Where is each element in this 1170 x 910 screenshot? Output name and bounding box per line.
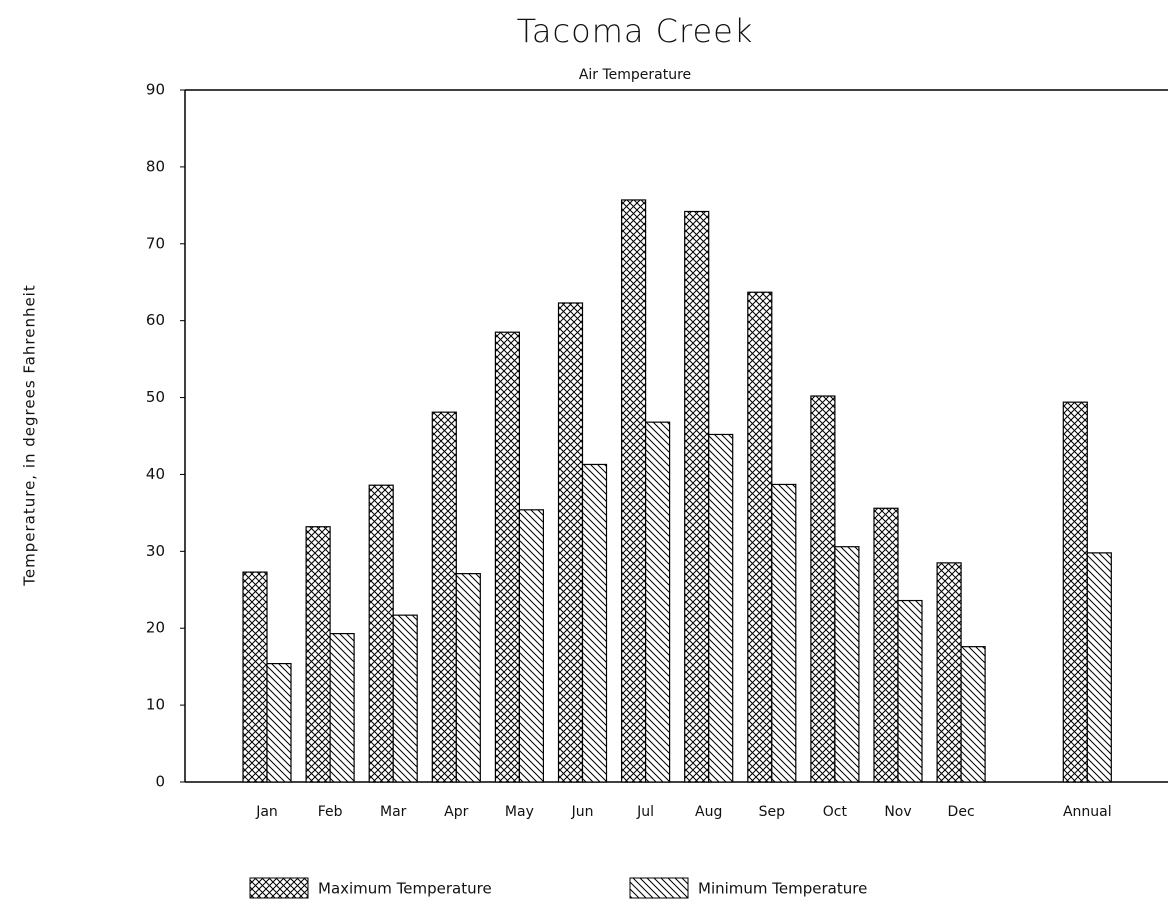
- y-tick-label: 30: [146, 542, 165, 560]
- bar: [392, 614, 418, 783]
- bar: [1062, 401, 1088, 783]
- legend-swatch: [249, 877, 309, 899]
- y-tick-label: 20: [146, 619, 165, 637]
- y-tick-label: 60: [146, 311, 165, 329]
- y-axis-label: Temperature, in degrees Fahrenheit: [21, 284, 39, 586]
- x-tick-label: Feb: [318, 804, 343, 820]
- y-tick-label: 80: [146, 157, 165, 175]
- bar: [936, 562, 962, 783]
- bar: [644, 421, 671, 783]
- bar: [494, 331, 520, 783]
- bar: [684, 210, 710, 783]
- y-tick-label: 40: [146, 465, 165, 483]
- x-tick-label: Jun: [571, 804, 594, 820]
- x-tick-label: Mar: [380, 804, 407, 820]
- bar: [431, 411, 457, 783]
- bar: [557, 302, 584, 783]
- x-tick-label: Aug: [695, 804, 722, 820]
- x-tick-label: Sep: [759, 804, 786, 820]
- legend-label: Maximum Temperature: [318, 880, 492, 898]
- x-tick-label: Jan: [255, 804, 278, 820]
- bar: [518, 509, 545, 783]
- y-tick-label: 10: [146, 696, 165, 714]
- bar: [897, 599, 923, 783]
- x-tick-label: Nov: [884, 804, 911, 820]
- bar: [266, 662, 292, 783]
- chart-title: Tacoma Creek: [517, 12, 754, 50]
- bar: [581, 463, 608, 783]
- x-tick-label: Dec: [948, 804, 975, 820]
- bar: [368, 484, 394, 783]
- legend-swatch: [629, 877, 689, 899]
- bar: [747, 291, 773, 783]
- x-tick-label: Apr: [444, 804, 468, 820]
- x-tick-label: Jul: [636, 804, 654, 820]
- bar: [834, 546, 860, 783]
- y-tick-label: 0: [155, 773, 165, 791]
- bar: [960, 646, 986, 783]
- bar: [305, 526, 331, 783]
- x-tick-label: Oct: [823, 804, 848, 820]
- x-tick-label: Annual: [1063, 804, 1112, 820]
- bar: [873, 507, 899, 783]
- bar: [771, 483, 797, 783]
- y-tick-label: 90: [146, 81, 165, 99]
- bar: [708, 433, 734, 783]
- chart-subtitle: Air Temperature: [579, 67, 691, 83]
- bar: [242, 571, 268, 783]
- bar: [810, 395, 836, 783]
- bar: [455, 573, 481, 783]
- bar: [1086, 552, 1112, 783]
- bar: [329, 633, 355, 783]
- bar: [620, 199, 647, 783]
- y-tick-label: 70: [146, 234, 165, 252]
- y-tick-label: 50: [146, 388, 165, 406]
- x-tick-label: May: [505, 804, 534, 820]
- legend-label: Minimum Temperature: [698, 880, 867, 898]
